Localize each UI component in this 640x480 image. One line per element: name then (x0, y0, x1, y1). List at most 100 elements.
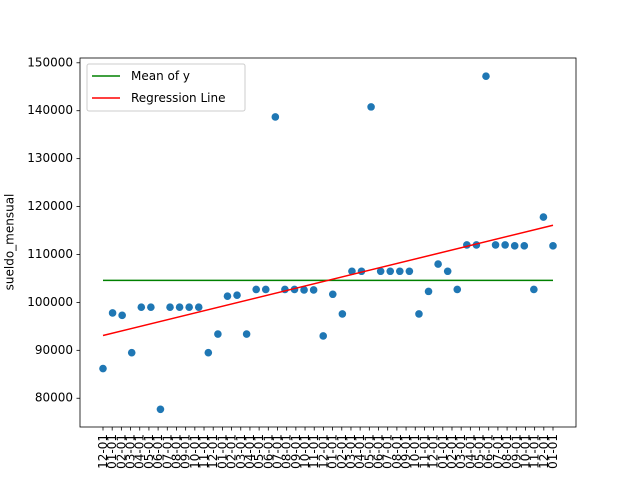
x-tick-label: 05-01 (142, 434, 156, 469)
data-point (156, 405, 165, 414)
x-tick-label: 03-01 (454, 434, 468, 469)
data-point (214, 330, 222, 338)
x-tick-label: 11-01 (528, 434, 542, 469)
data-point (108, 309, 117, 317)
data-point (424, 287, 433, 296)
data-point (261, 285, 270, 294)
x-tick-label: 12-01 (96, 434, 110, 469)
data-point (223, 292, 232, 300)
data-point (415, 310, 423, 318)
data-point (396, 267, 404, 276)
x-tick-label: 04-01 (463, 434, 477, 469)
x-tick-label: 04-01 (133, 434, 147, 469)
x-tick-label: 03-01 (344, 434, 358, 469)
x-tick-label: 12-01 (206, 434, 220, 469)
x-tick-label: 09-01 (179, 434, 193, 469)
y-tick-label: 90000 (35, 343, 73, 357)
x-tick-label: 07-01 (381, 434, 395, 469)
x-tick-label: 07-01 (160, 434, 174, 469)
legend-regression-label: Regression Line (131, 91, 225, 105)
data-point (376, 267, 385, 276)
data-point (405, 267, 414, 276)
data-point (510, 242, 519, 250)
data-point (348, 267, 356, 276)
y-tick-label: 120000 (27, 199, 73, 213)
x-tick-label: 10-01 (518, 434, 532, 469)
data-point (166, 303, 174, 311)
y-axis-label: sueldo_mensual (3, 194, 17, 291)
data-point (443, 267, 452, 276)
data-point (501, 241, 509, 249)
x-tick-label: 01-01 (546, 434, 560, 469)
x-tick-label: 02-01 (335, 434, 349, 469)
y-tick-label: 100000 (27, 295, 73, 309)
data-point (549, 242, 557, 250)
x-tick-label: 05-01 (252, 434, 266, 469)
x-tick-label: 12-01 (537, 434, 551, 469)
x-tick-label: 10-01 (408, 434, 422, 469)
data-point (434, 260, 442, 268)
data-point (386, 267, 395, 276)
x-tick-label: 08-01 (280, 434, 294, 469)
x-tick-label: 06-01 (482, 434, 496, 469)
data-point (147, 303, 155, 311)
data-points (99, 72, 557, 414)
data-point (175, 303, 184, 311)
data-point (127, 348, 136, 357)
y-tick-label: 80000 (35, 391, 73, 405)
data-point (185, 303, 193, 311)
data-point (491, 241, 500, 249)
x-tick-label: 12-01 (316, 434, 330, 469)
x-tick-label: 02-01 (445, 434, 459, 469)
x-tick-label: 08-01 (500, 434, 514, 469)
x-tick-label: 09-01 (289, 434, 303, 469)
x-tick-label: 02-01 (114, 434, 128, 469)
data-point (530, 285, 538, 294)
data-point (137, 303, 146, 311)
x-tick-label: 03-01 (234, 434, 248, 469)
x-tick-label: 08-01 (390, 434, 404, 469)
x-tick-label: 05-01 (473, 434, 487, 469)
legend: Mean of y Regression Line (86, 63, 246, 112)
legend-box (86, 63, 246, 112)
y-tick-label: 110000 (27, 247, 73, 261)
x-tick-label: 01-01 (105, 434, 119, 469)
y-tick-label: 140000 (27, 103, 73, 117)
x-tick-label: 12-01 (427, 434, 441, 469)
x-tick-label: 11-01 (417, 434, 431, 469)
data-point (328, 290, 337, 299)
data-point (252, 285, 260, 294)
x-tick-label: 03-01 (124, 434, 138, 469)
data-point (309, 286, 318, 294)
data-point (194, 303, 203, 311)
data-point (118, 311, 126, 320)
x-tick-label: 05-01 (362, 434, 376, 469)
data-point (271, 113, 280, 121)
plot-frame (79, 57, 577, 428)
data-point (204, 348, 213, 357)
x-tick-label: 10-01 (188, 434, 202, 469)
x-tick-label: 09-01 (509, 434, 523, 469)
y-tick-label: 150000 (27, 55, 73, 69)
data-point (453, 285, 462, 294)
x-tick-label: 08-01 (169, 434, 183, 469)
x-tick-label: 02-01 (225, 434, 239, 469)
x-tick-label: 06-01 (151, 434, 165, 469)
x-tick-label: 01-01 (215, 434, 229, 469)
x-tick-label: 07-01 (491, 434, 505, 469)
plot-background (80, 58, 576, 427)
x-tick-label: 01-01 (436, 434, 450, 469)
x-tick-label: 11-01 (197, 434, 211, 469)
x-tick-label: 06-01 (372, 434, 386, 469)
x-tick-label: 06-01 (261, 434, 275, 469)
x-tick-label: 04-01 (353, 434, 367, 469)
x-tick-label: 11-01 (307, 434, 321, 469)
data-point (367, 103, 375, 111)
data-point (233, 291, 241, 300)
y-axis: 80000 90000 100000 110000 120000 130000 140000… (27, 55, 80, 405)
x-tick-label: 09-01 (399, 434, 413, 469)
x-axis: 12-0101-0102-0103-0104-0105-0106-0107-01… (96, 427, 560, 469)
data-point (539, 213, 548, 221)
data-point (338, 310, 347, 318)
